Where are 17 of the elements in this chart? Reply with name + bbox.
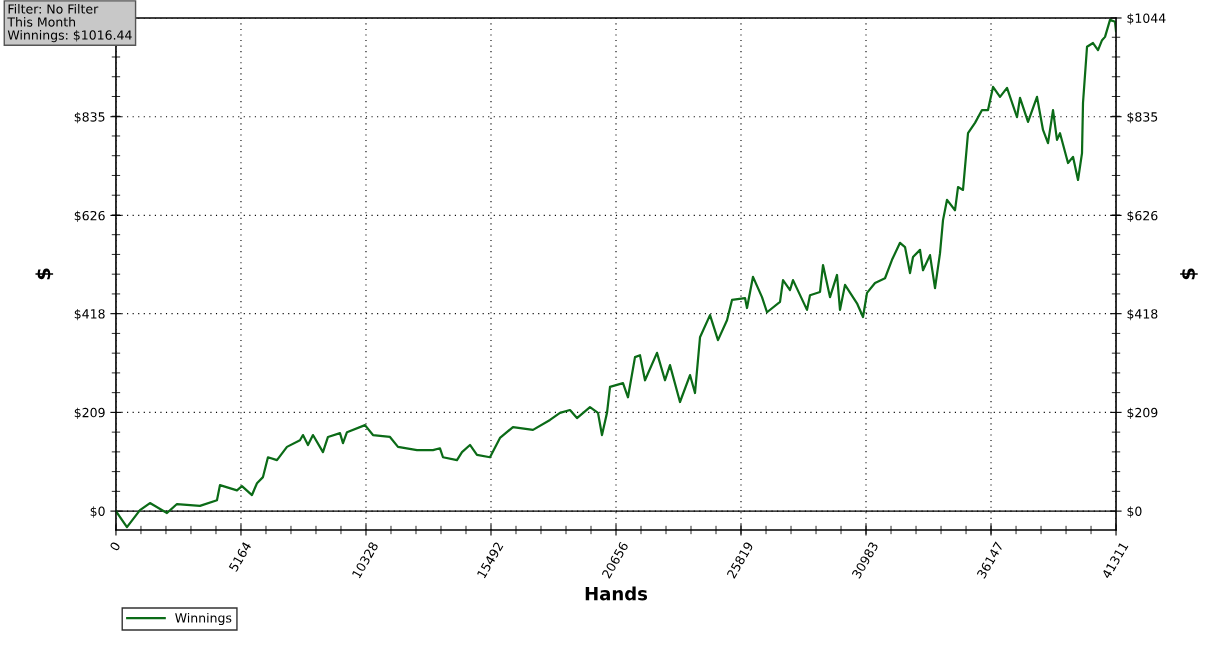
x-axis-title: Hands (585, 586, 648, 601)
y-tick-label: $0 (90, 506, 105, 518)
y-tick-label: $209 (74, 407, 105, 419)
y2-tick-label: $835 (1127, 111, 1158, 124)
y2-tick-label: $1044 (1127, 13, 1166, 25)
annotation: Filter: No Filter This Month Winnings: $1016.44 (7, 4, 132, 43)
legend-label: Winnings (175, 612, 232, 626)
x-tick-label: 0 (109, 541, 121, 552)
y-tick-label: $626 (74, 210, 105, 223)
y2-tick-label: $209 (1127, 407, 1158, 419)
y-axis-title: $ (35, 268, 54, 280)
y2-tick-label: $626 (1127, 210, 1158, 223)
y2-tick-label: $418 (1127, 308, 1158, 321)
y2-axis-title: $ (1180, 268, 1198, 280)
y-tick-label: $418 (74, 308, 105, 321)
y2-tick-label: $0 (1127, 506, 1142, 518)
y-tick-label: $835 (74, 111, 105, 124)
